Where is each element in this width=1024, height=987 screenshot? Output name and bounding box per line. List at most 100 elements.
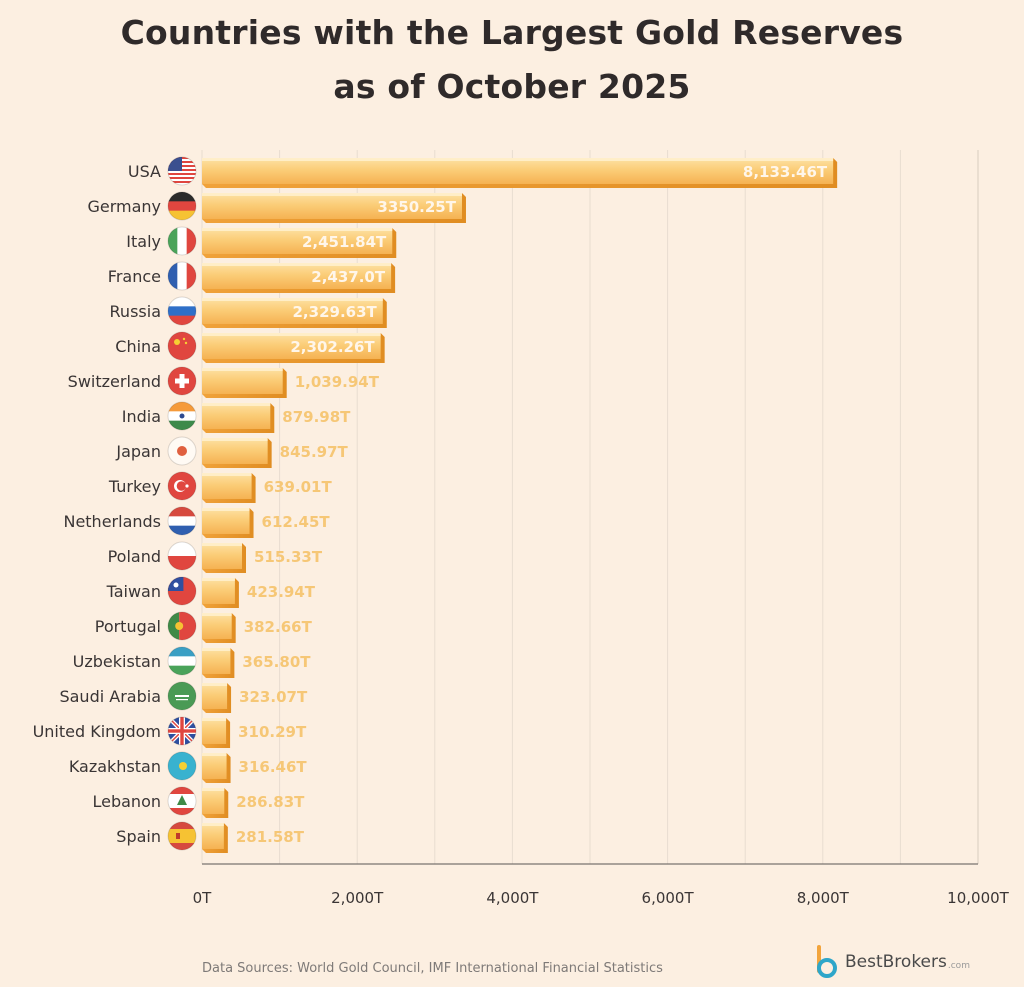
bar	[202, 228, 393, 254]
bar-highlight	[202, 333, 381, 336]
bar	[202, 613, 232, 639]
category-label: United Kingdom	[33, 722, 161, 741]
bar-group: 3350.25T	[202, 193, 466, 223]
x-tick-label: 6,000T	[642, 889, 695, 907]
category-label: Lebanon	[92, 792, 161, 811]
category-label: Kazakhstan	[69, 757, 161, 776]
bar-value-label: 3350.25T	[377, 198, 456, 216]
category-label: India	[122, 407, 161, 426]
netherlands-flag	[167, 506, 197, 536]
bar	[202, 438, 268, 464]
bar-value-label: 612.45T	[262, 513, 331, 531]
bar-value-label: 286.83T	[236, 793, 305, 811]
bar	[202, 473, 252, 499]
bar-value-label: 1,039.94T	[295, 373, 380, 391]
bar-group: 8,133.46T	[202, 158, 838, 188]
chart-title: Countries with the Largest Gold Reserves…	[0, 6, 1024, 114]
bar-value-label: 8,133.46T	[743, 163, 828, 181]
bar-group: 1,039.94T	[202, 368, 380, 398]
bar-group: 845.97T	[202, 438, 349, 468]
bar-highlight	[202, 543, 242, 546]
bar-highlight	[202, 263, 392, 266]
bar	[202, 158, 834, 184]
bar	[202, 753, 227, 779]
category-label: China	[115, 337, 161, 356]
title-line-2: as of October 2025	[333, 67, 691, 106]
bestbrokers-logo[interactable]: BestBrokers .com	[815, 944, 970, 980]
category-label: Saudi Arabia	[59, 687, 161, 706]
bar	[202, 403, 271, 429]
category-label: Uzbekistan	[73, 652, 161, 671]
bar-highlight	[202, 473, 252, 476]
bar-highlight	[202, 438, 268, 441]
bar-highlight	[202, 368, 283, 371]
brand-name: BestBrokers	[845, 952, 947, 972]
bar	[202, 578, 235, 604]
bar-value-label: 382.66T	[244, 618, 313, 636]
bar-highlight	[202, 683, 228, 686]
spain-flag	[167, 821, 197, 851]
bar-value-label: 310.29T	[238, 723, 307, 741]
bar-value-label: 2,302.26T	[290, 338, 375, 356]
bar-group: 286.83T	[202, 788, 305, 818]
bar	[202, 718, 227, 744]
bar-group: 423.94T	[202, 578, 316, 608]
bar-group: 382.66T	[202, 613, 313, 643]
italy-flag	[167, 226, 197, 256]
bar-value-label: 316.46T	[239, 758, 308, 776]
china-flag	[167, 331, 197, 361]
bar	[202, 298, 383, 324]
bar-highlight	[202, 298, 383, 301]
switzerland-flag	[167, 366, 197, 396]
uzbekistan-flag	[167, 646, 197, 676]
bar-value-label: 639.01T	[264, 478, 333, 496]
usa-flag	[167, 156, 197, 186]
bar-highlight	[202, 648, 231, 651]
bar-highlight	[202, 193, 462, 196]
brand-tld: .com	[947, 961, 970, 971]
bar-value-label: 281.58T	[236, 828, 305, 846]
bar-highlight	[202, 508, 250, 511]
x-tick-label: 8,000T	[797, 889, 850, 907]
bar-highlight	[202, 718, 227, 721]
lebanon-flag	[167, 786, 197, 816]
bar-group: 612.45T	[202, 508, 330, 538]
bar-highlight	[202, 823, 224, 826]
bar-group: 310.29T	[202, 718, 307, 748]
bar-value-label: 365.80T	[242, 653, 311, 671]
bar-highlight	[202, 403, 271, 406]
germany-flag	[167, 191, 197, 221]
bar	[202, 263, 392, 289]
bar-value-label: 2,451.84T	[302, 233, 387, 251]
bar-value-label: 2,437.0T	[311, 268, 386, 286]
bar-group: 2,437.0T	[202, 263, 396, 293]
bar	[202, 543, 242, 569]
flags	[167, 156, 197, 851]
bar-group: 323.07T	[202, 683, 308, 713]
bar-group: 2,451.84T	[202, 228, 397, 258]
category-label: Switzerland	[68, 372, 161, 391]
bar-highlight	[202, 788, 225, 791]
category-label: France	[108, 267, 161, 286]
kazakhstan-flag	[167, 751, 197, 781]
india-flag	[167, 401, 197, 431]
bar	[202, 648, 231, 674]
bar-group: 2,302.26T	[202, 333, 385, 363]
bar	[202, 823, 224, 849]
bar-highlight	[202, 578, 235, 581]
category-label: Russia	[110, 302, 161, 321]
data-sources: Data Sources: World Gold Council, IMF In…	[202, 961, 663, 976]
bar-value-label: 515.33T	[254, 548, 323, 566]
bestbrokers-logo-icon	[817, 945, 837, 978]
bar-value-label: 845.97T	[280, 443, 349, 461]
category-label: Turkey	[108, 477, 161, 496]
bar	[202, 683, 228, 709]
bar-group: 515.33T	[202, 543, 323, 573]
bar	[202, 193, 462, 219]
bar	[202, 333, 381, 359]
x-tick-label: 0T	[193, 889, 213, 907]
bar-group: 316.46T	[202, 753, 307, 783]
bar-highlight	[202, 613, 232, 616]
united-kingdom-flag	[167, 716, 197, 746]
taiwan-flag	[167, 576, 197, 606]
